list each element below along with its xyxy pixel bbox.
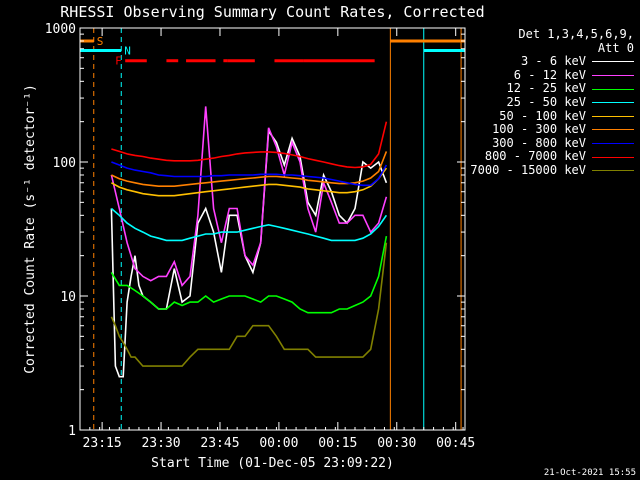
x-tick-label: 23:45 bbox=[200, 436, 239, 451]
legend-label: 3 - 6 keV bbox=[520, 54, 586, 69]
legend-swatch bbox=[592, 75, 634, 77]
legend-swatch bbox=[592, 88, 634, 90]
legend-entry: 7000 - 15000 keV bbox=[464, 162, 634, 178]
legend: Det 1,3,4,5,6,9, Att 0 3 - 6 keV 6 - 12 k… bbox=[464, 27, 634, 178]
legend-entry: 100 - 300 keV bbox=[464, 123, 634, 137]
legend-swatch bbox=[592, 170, 634, 172]
legend-entry: 50 - 100 keV bbox=[464, 108, 634, 124]
x-axis-label: Start Time (01-Dec-05 23:09:22) bbox=[151, 456, 394, 471]
axes: RHESSI Observing Summary Count Rates, Co… bbox=[23, 3, 485, 471]
legend-label: 7000 - 15000 keV bbox=[470, 162, 586, 177]
legend-swatch bbox=[592, 102, 634, 104]
legend-swatch bbox=[592, 156, 634, 158]
mode-label-N: N bbox=[124, 44, 131, 57]
legend-header-2: Att 0 bbox=[597, 40, 634, 55]
series-line bbox=[111, 151, 388, 187]
legend-entry: 12 - 25 keV bbox=[464, 82, 634, 96]
legend-swatch bbox=[592, 61, 634, 63]
series-line bbox=[110, 235, 388, 314]
x-tick-label: 00:45 bbox=[436, 436, 475, 451]
legend-swatch bbox=[592, 129, 634, 131]
legend-label: 12 - 25 keV bbox=[506, 81, 586, 96]
x-tick-label: 23:15 bbox=[83, 436, 122, 451]
timestamp: 21-Oct-2021 15:55 bbox=[543, 468, 636, 478]
series-line bbox=[111, 161, 388, 187]
data-series bbox=[110, 106, 388, 378]
legend-entry: 25 - 50 keV bbox=[464, 94, 634, 110]
plot-border bbox=[79, 27, 466, 431]
series-line bbox=[110, 242, 388, 367]
legend-label: 25 - 50 keV bbox=[506, 94, 586, 109]
series-line bbox=[110, 207, 388, 242]
legend-label: 100 - 300 keV bbox=[492, 122, 586, 137]
y-tick-label: 10 bbox=[60, 290, 76, 305]
legend-entry: 3 - 6 keV bbox=[464, 55, 634, 69]
legend-label: 300 - 800 keV bbox=[492, 135, 586, 150]
x-tick-label: 00:30 bbox=[377, 436, 416, 451]
legend-entry: 800 - 7000 keV bbox=[464, 150, 634, 164]
series-line bbox=[111, 167, 388, 197]
x-tick-label: 00:15 bbox=[318, 436, 357, 451]
y-tick-label: 100 bbox=[53, 156, 76, 171]
mode-label-F: F bbox=[115, 55, 122, 68]
legend-header-1: Det 1,3,4,5,6,9, bbox=[518, 27, 634, 41]
y-tick-label: 1 bbox=[68, 424, 76, 439]
x-tick-label: 00:00 bbox=[259, 436, 298, 451]
chart-title: RHESSI Observing Summary Count Rates, Co… bbox=[60, 3, 484, 21]
x-tick-label: 23:30 bbox=[141, 436, 180, 451]
mode-label-S: S bbox=[97, 35, 104, 48]
legend-entry: 300 - 800 keV bbox=[464, 135, 634, 151]
legend-swatch bbox=[592, 115, 634, 117]
series-line bbox=[110, 128, 388, 378]
y-tick-label: 1000 bbox=[45, 22, 76, 37]
legend-swatch bbox=[592, 143, 634, 145]
legend-label: 50 - 100 keV bbox=[499, 108, 586, 123]
series-line bbox=[110, 106, 388, 287]
y-axis-label: Corrected Count Rate (s⁻¹ detector⁻¹) bbox=[23, 84, 38, 374]
legend-entry: 6 - 12 keV bbox=[464, 67, 634, 83]
series-line bbox=[111, 121, 388, 169]
annotations: S NF bbox=[80, 28, 465, 430]
legend-label: 6 - 12 keV bbox=[513, 67, 586, 82]
legend-label: 800 - 7000 keV bbox=[484, 149, 586, 164]
